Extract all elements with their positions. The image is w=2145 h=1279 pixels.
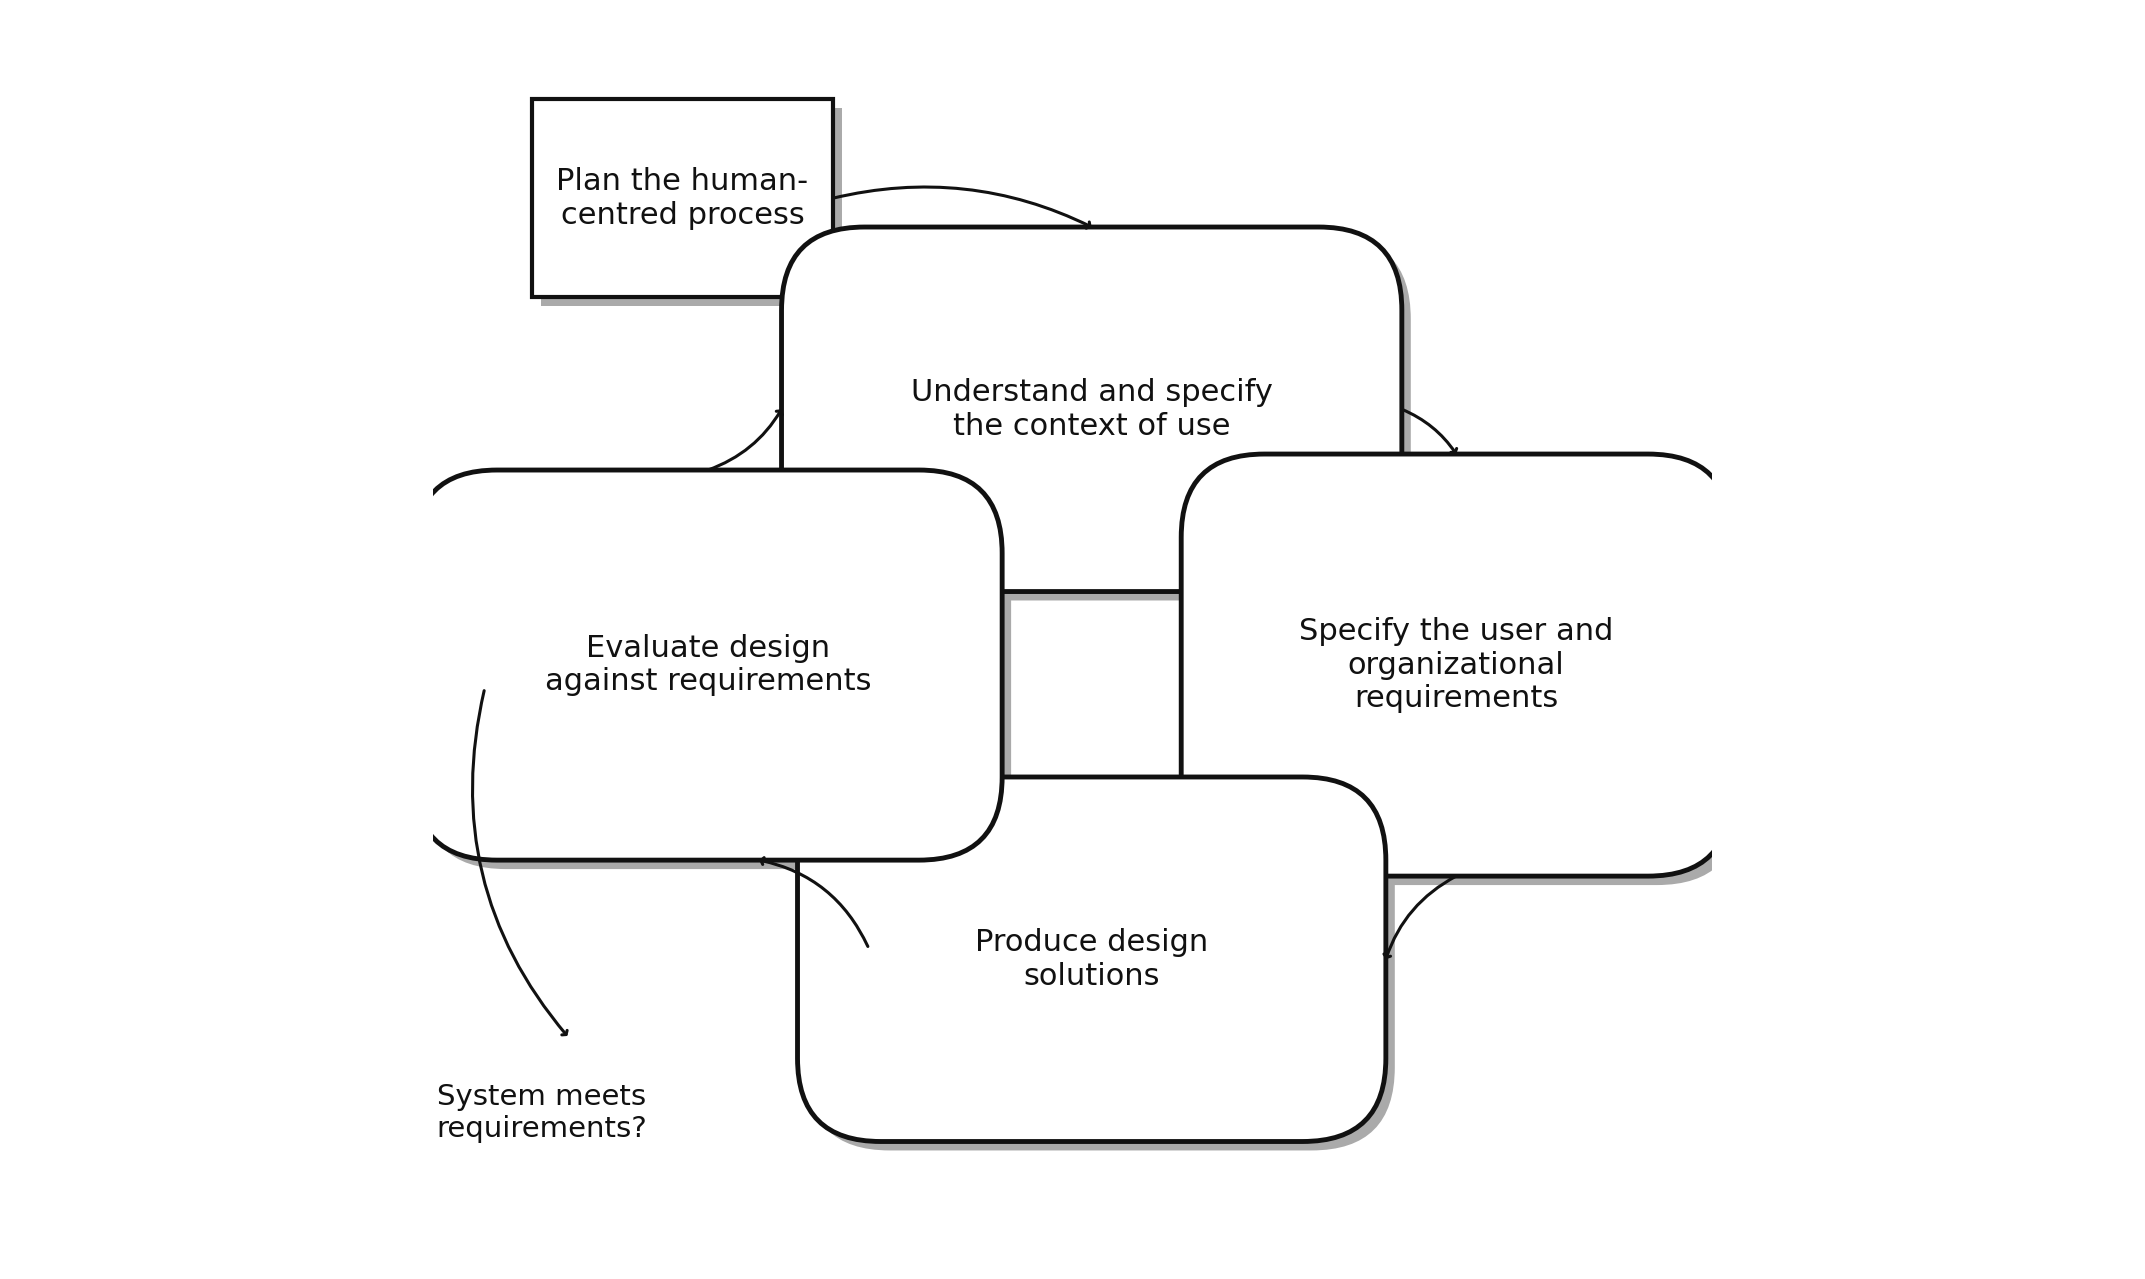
FancyBboxPatch shape xyxy=(781,226,1403,591)
Bar xyxy=(541,107,841,307)
FancyBboxPatch shape xyxy=(414,471,1002,861)
Text: Produce design
solutions: Produce design solutions xyxy=(976,929,1208,990)
FancyBboxPatch shape xyxy=(423,480,1010,870)
Text: Evaluate design
against requirements: Evaluate design against requirements xyxy=(545,634,871,696)
Text: Plan the human-
centred process: Plan the human- centred process xyxy=(556,168,809,229)
FancyBboxPatch shape xyxy=(807,785,1394,1151)
Bar xyxy=(532,100,832,298)
FancyBboxPatch shape xyxy=(1190,463,1740,885)
FancyBboxPatch shape xyxy=(798,776,1386,1142)
Text: Understand and specify
the context of use: Understand and specify the context of us… xyxy=(912,379,1272,440)
Text: Specify the user and
organizational
requirements: Specify the user and organizational requ… xyxy=(1300,616,1613,714)
Text: System meets
requirements?: System meets requirements? xyxy=(435,1082,648,1143)
FancyBboxPatch shape xyxy=(792,235,1411,601)
FancyBboxPatch shape xyxy=(1182,454,1731,876)
